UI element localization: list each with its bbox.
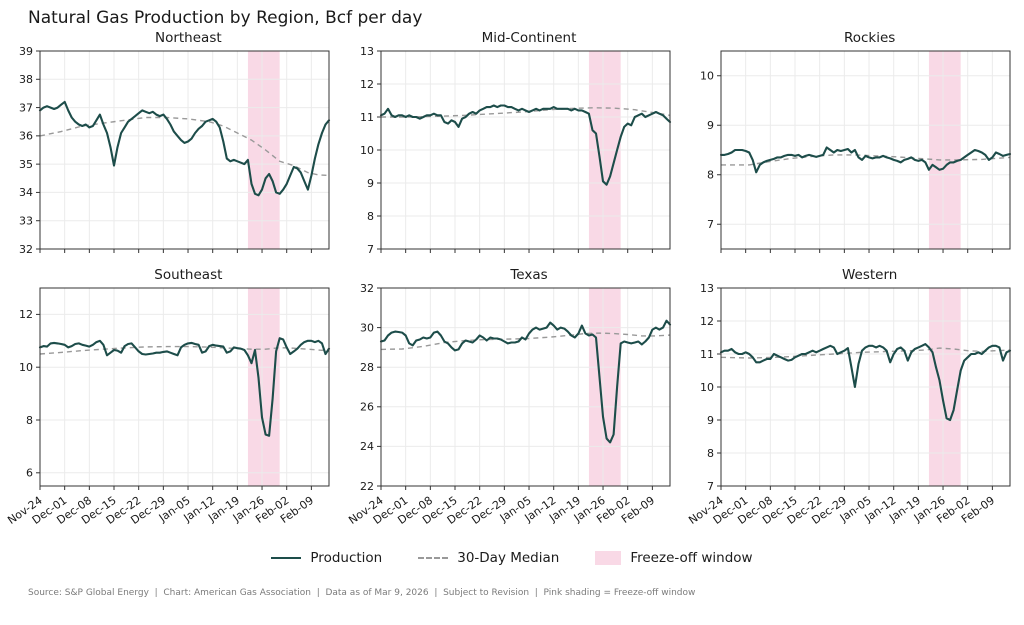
subplot-rockies: Rockies 7 8 9 10 [685, 30, 1020, 261]
y-tick-label: 22 [360, 480, 374, 493]
chart-svg: 78910111213Nov-24Dec-01Dec-08Dec-15Dec-2… [687, 282, 1012, 527]
y-tick-label: 24 [360, 440, 374, 453]
legend: Production 30-Day Median Freeze-off wind… [0, 550, 1024, 566]
y-tick-label: 35 [19, 158, 33, 171]
production-line [38, 337, 331, 437]
plot-border [39, 50, 330, 250]
production-line [38, 100, 331, 197]
subplot-title-western: Western [841, 267, 898, 283]
subplot-title-mid-continent: Mid-Continent [481, 30, 577, 46]
chart-svg: 32 33 34 35 36 37 38 39 [19, 45, 331, 256]
median-line [721, 347, 1011, 359]
chart-canvas-northeast: 32 33 34 35 36 37 38 39 [4, 45, 334, 261]
chart-grid: Northeast 32 33 34 35 36 37 38 39 Mid-Continent… [0, 30, 1024, 548]
chart-canvas-southeast: 6 8 10 12 Nov-24 Dec-01 Dec-08 Dec-15 Dec-22 Dec-… [4, 284, 334, 548]
production-line [720, 343, 1012, 422]
y-tick-label: 8 [707, 169, 714, 182]
median-dashed-swatch [418, 557, 449, 559]
y-tick-label: 7 [707, 480, 714, 493]
subplot-mid-continent: Mid-Continent 7 8 9 10 11 12 13 [345, 30, 680, 261]
y-tick-label: 10 [360, 144, 374, 157]
chart-svg: 7 8 9 10 11 12 13 [360, 45, 671, 256]
figure: Natural Gas Production by Region, Bcf pe… [0, 8, 1024, 625]
y-tick-label: 11 [700, 348, 714, 361]
y-tick-label: 39 [19, 47, 33, 58]
y-tick-label: 8 [707, 447, 714, 460]
chart-svg: 7 8 9 10 [700, 50, 1012, 253]
legend-item-freeze-window: Freeze-off window [595, 550, 753, 566]
legend-label-freeze-window: Freeze-off window [630, 550, 753, 566]
y-tick-label: 8 [26, 414, 33, 427]
plot-border [39, 287, 330, 487]
y-tick-label: 9 [707, 119, 714, 132]
y-tick-label: 7 [367, 243, 374, 256]
subplot-title-northeast: Northeast [154, 30, 222, 46]
median-line [39, 116, 330, 177]
y-tick-label: 7 [707, 218, 714, 231]
y-tick-label: 12 [700, 315, 714, 328]
chart-canvas-rockies: 7 8 9 10 [685, 47, 1015, 261]
y-tick-label: 34 [19, 186, 33, 199]
subplot-southeast: Southeast 6 8 10 12 Nov-24 Dec-01 Dec-08 Dec-15… [4, 267, 339, 548]
production-line [379, 319, 671, 444]
subplot-texas: Texas 22 24 26 28 30 32 Nov-24 Dec-01 Dec-08 Dec-… [345, 267, 680, 548]
y-tick-label: 30 [360, 321, 374, 334]
chart-canvas-western: 7 8 9 10 11 12 13 Nov-24 Dec-01 Dec-08 Dec-15 Dec-2… [685, 282, 1015, 548]
chart-canvas-texas: 22 24 26 28 30 32 Nov-24 Dec-01 Dec-08 Dec-15 Dec-… [345, 282, 675, 548]
y-tick-label: 12 [19, 308, 33, 321]
plot-border [380, 287, 671, 487]
median-line [39, 345, 330, 355]
y-tick-label: 33 [19, 215, 33, 228]
y-tick-label: 11 [360, 111, 374, 124]
freeze-window-band [588, 288, 621, 486]
y-tick-label: 8 [367, 210, 374, 223]
legend-item-median: 30-Day Median [418, 550, 559, 566]
y-tick-label: 9 [707, 414, 714, 427]
production-line-swatch [271, 557, 302, 559]
plot-border [720, 50, 1011, 250]
subplot-title-texas: Texas [510, 267, 548, 283]
freeze-window-band [247, 288, 280, 486]
y-tick-label: 10 [19, 361, 33, 374]
chart-svg: 222426283032Nov-24Dec-01Dec-08Dec-15Dec-… [346, 282, 671, 527]
y-tick-label: 9 [367, 177, 374, 190]
production-line [379, 104, 671, 186]
y-tick-label: 26 [360, 401, 374, 414]
y-tick-label: 10 [700, 70, 714, 83]
source-note: Source: S&P Global Energy | Chart: Ameri… [28, 588, 696, 598]
y-tick-label: 13 [360, 47, 374, 58]
figure-title: Natural Gas Production by Region, Bcf pe… [28, 8, 423, 28]
legend-item-production: Production [271, 550, 382, 566]
chart-svg: 681012Nov-24Dec-01Dec-08Dec-15Dec-22Dec-… [5, 287, 331, 527]
freeze-window-band [247, 51, 280, 249]
production-line [720, 146, 1012, 174]
y-tick-label: 10 [700, 381, 714, 394]
median-line [380, 332, 670, 351]
y-tick-label: 37 [19, 101, 33, 114]
y-tick-label: 36 [19, 130, 33, 143]
y-tick-label: 38 [19, 73, 33, 86]
y-tick-label: 13 [700, 284, 714, 295]
y-tick-label: 12 [360, 78, 374, 91]
subplot-title-rockies: Rockies [843, 30, 896, 46]
legend-label-median: 30-Day Median [457, 550, 560, 566]
chart-canvas-mid-continent: 7 8 9 10 11 12 13 [345, 45, 675, 261]
freeze-window-swatch [595, 551, 622, 565]
y-tick-label: 32 [19, 243, 33, 256]
subplot-title-southeast: Southeast [154, 267, 223, 283]
subplot-western: Western 7 8 9 10 11 12 13 Nov-24 Dec-01 Dec-08 Dec… [685, 267, 1020, 548]
y-tick-label: 6 [26, 467, 33, 480]
y-tick-label: 28 [360, 361, 374, 374]
legend-label-production: Production [310, 550, 383, 566]
freeze-window-band [929, 51, 961, 249]
y-tick-label: 32 [360, 284, 374, 295]
subplot-northeast: Northeast 32 33 34 35 36 37 38 39 [4, 30, 339, 261]
